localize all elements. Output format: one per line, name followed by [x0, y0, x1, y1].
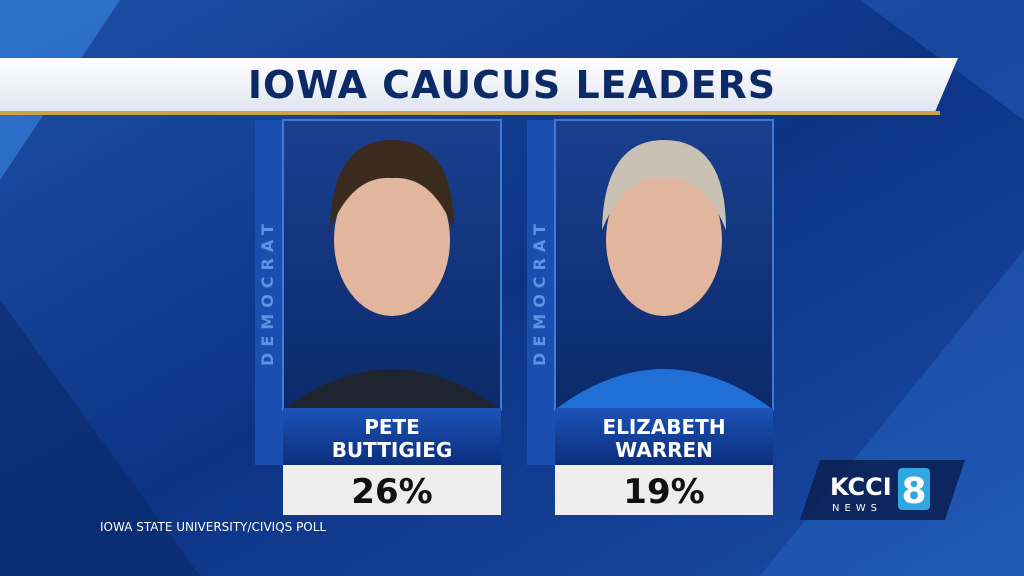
party-strip	[527, 120, 555, 465]
result-box	[283, 465, 501, 515]
photo-hair	[330, 140, 454, 230]
bg-shape	[0, 300, 200, 576]
candidate-name: BUTTIGIEG	[332, 438, 453, 462]
logo-sub: NEWS	[832, 503, 882, 514]
logo-channel: 8	[901, 471, 926, 512]
party: DEMOCRAT	[258, 218, 277, 366]
result: 19%	[623, 472, 704, 512]
result-box	[555, 465, 773, 515]
name-box	[283, 408, 501, 465]
party: DEMOCRAT	[530, 218, 549, 366]
logo: KCCI NEWS 8	[800, 460, 965, 520]
logo-badge	[898, 468, 930, 510]
candidate-name: WARREN	[615, 438, 713, 462]
photo-shoulders	[285, 369, 499, 408]
result: 26%	[351, 472, 432, 512]
party-strip	[255, 120, 283, 465]
photo-face	[606, 164, 722, 316]
candidate-name: PETE	[364, 415, 420, 439]
title-banner	[0, 58, 958, 112]
logo-brand: KCCI	[830, 473, 892, 501]
title-underline	[0, 111, 940, 115]
photo-hair	[602, 140, 726, 230]
name-box	[555, 408, 773, 465]
candidate-name: ELIZABETH	[602, 415, 725, 439]
source: IOWA STATE UNIVERSITY/CIVIQS POLL	[100, 520, 326, 534]
photo-shoulders	[557, 369, 771, 408]
title: IOWA CAUCUS LEADERS	[248, 63, 776, 107]
photo-face	[334, 164, 450, 316]
